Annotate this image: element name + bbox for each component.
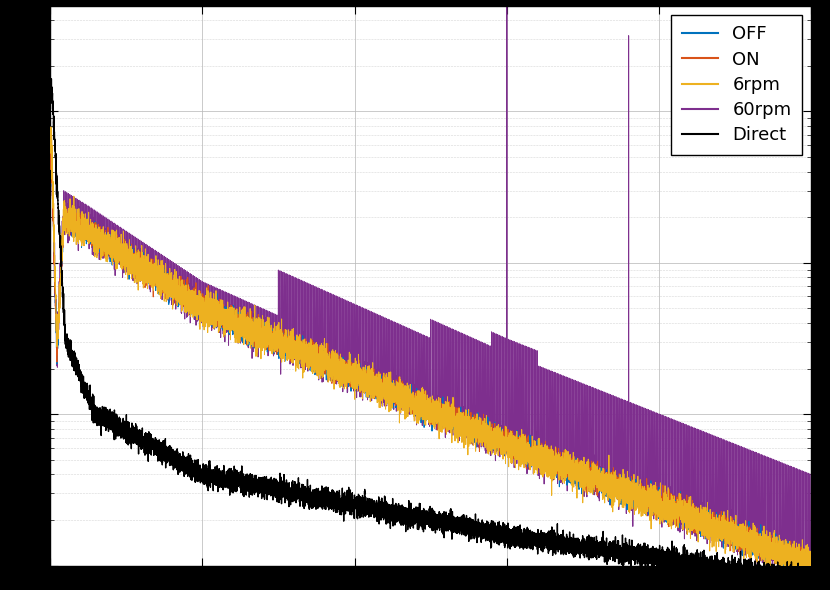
Direct [77, 374, 87, 381]
ON [46, 143, 56, 150]
OFF [46, 145, 56, 152]
6rpm [806, 564, 816, 571]
Line: 60rpm: 60rpm [50, 0, 811, 583]
60rpm [194, 322, 204, 329]
6rpm [46, 123, 56, 130]
Direct [45, 101, 55, 108]
6rpm [45, 146, 55, 153]
Direct [194, 477, 204, 484]
ON [806, 567, 816, 574]
6rpm [77, 242, 87, 250]
6rpm [49, 200, 59, 207]
Direct [753, 589, 763, 590]
Line: ON: ON [50, 146, 811, 578]
OFF [766, 542, 776, 549]
Direct [46, 76, 56, 83]
Legend: OFF, ON, 6rpm, 60rpm, Direct: OFF, ON, 6rpm, 60rpm, Direct [671, 15, 803, 155]
60rpm [49, 227, 59, 234]
ON [45, 147, 55, 154]
6rpm [766, 548, 776, 555]
OFF [417, 401, 427, 408]
ON [417, 410, 427, 417]
ON [766, 544, 776, 551]
6rpm [194, 291, 204, 299]
OFF [194, 302, 204, 309]
OFF [90, 225, 100, 232]
Direct [806, 578, 816, 585]
60rpm [766, 546, 776, 553]
Direct [49, 120, 59, 127]
ON [90, 228, 100, 235]
6rpm [786, 581, 796, 588]
ON [49, 228, 59, 235]
Line: OFF: OFF [50, 148, 811, 582]
Direct [766, 572, 776, 579]
OFF [806, 555, 816, 562]
60rpm [806, 471, 816, 478]
Direct [90, 416, 100, 423]
ON [194, 296, 204, 303]
60rpm [76, 218, 86, 225]
ON [794, 574, 804, 581]
ON [77, 231, 87, 238]
OFF [45, 145, 55, 152]
Direct [417, 519, 427, 526]
6rpm [417, 389, 427, 396]
60rpm [417, 422, 427, 429]
60rpm [802, 579, 812, 586]
Line: 6rpm: 6rpm [50, 127, 811, 585]
OFF [77, 226, 87, 233]
60rpm [45, 158, 55, 165]
OFF [49, 234, 59, 241]
Line: Direct: Direct [50, 79, 811, 590]
60rpm [90, 207, 100, 214]
6rpm [90, 249, 100, 256]
OFF [805, 578, 815, 585]
